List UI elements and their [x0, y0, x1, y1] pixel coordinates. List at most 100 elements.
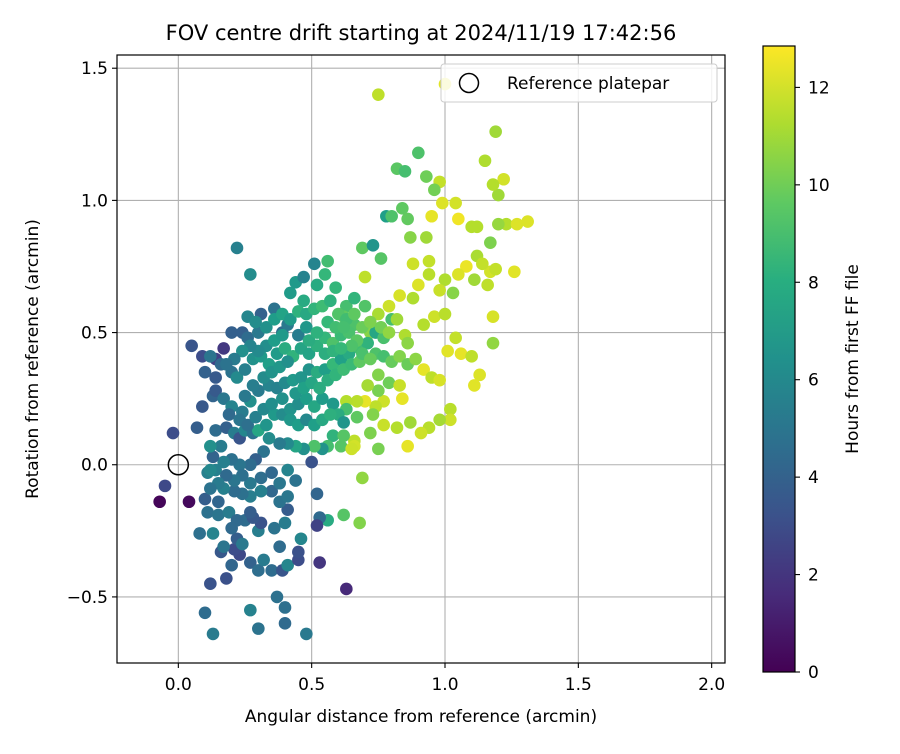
data-point [449, 331, 462, 345]
data-point [473, 368, 486, 382]
data-point [313, 556, 326, 569]
data-point [396, 392, 409, 405]
data-point [281, 490, 294, 503]
data-point [265, 484, 278, 498]
data-point [265, 564, 278, 577]
data-point [460, 260, 473, 273]
data-point [190, 421, 204, 435]
data-point [324, 408, 337, 421]
data-point [308, 439, 321, 453]
data-point [449, 196, 462, 210]
data-point [302, 347, 316, 361]
x-tick-label: 1.0 [431, 675, 458, 695]
data-point [433, 413, 446, 427]
data-point [420, 231, 433, 244]
data-point [334, 342, 348, 355]
data-point [409, 352, 422, 366]
data-point [465, 350, 478, 363]
data-point [222, 408, 236, 421]
data-point [209, 424, 222, 437]
data-point [246, 379, 260, 392]
legend-entry-reference: Reference platepar [507, 74, 669, 94]
data-point [238, 363, 252, 376]
data-point [372, 368, 385, 382]
data-point [374, 252, 388, 265]
data-point [326, 429, 340, 442]
data-point [292, 545, 305, 559]
y-tick-label: 1.0 [81, 191, 108, 211]
data-point [350, 410, 364, 424]
colorbar-label: Hours from first FF file [843, 264, 863, 454]
data-point [212, 495, 225, 509]
data-point [198, 606, 212, 620]
data-point [182, 495, 196, 509]
data-point [260, 418, 273, 432]
data-point [204, 350, 217, 363]
data-point [412, 278, 425, 292]
data-point [244, 603, 257, 617]
data-point [486, 178, 500, 191]
y-axis-label: Rotation from reference (arcmin) [23, 219, 43, 499]
data-point [492, 217, 505, 231]
data-point [406, 257, 420, 271]
y-tick-label: 1.5 [81, 59, 108, 79]
data-point [361, 336, 374, 350]
data-point [212, 508, 225, 522]
data-point [204, 482, 217, 495]
data-point [302, 334, 316, 347]
colorbar-tick-label: 6 [808, 371, 819, 391]
data-point [404, 416, 417, 429]
colorbar-tick-label: 12 [808, 78, 830, 98]
data-point [366, 239, 380, 252]
data-point [257, 445, 270, 458]
data-point [300, 320, 313, 334]
data-point [214, 439, 228, 453]
data-point [326, 397, 340, 411]
data-point [417, 318, 430, 331]
data-point [297, 270, 310, 284]
data-point [486, 336, 500, 350]
data-point [425, 209, 438, 223]
data-point [358, 270, 372, 284]
data-point [372, 88, 385, 101]
data-point [340, 582, 353, 596]
data-point [350, 394, 364, 408]
data-point [446, 286, 460, 300]
data-point [153, 495, 166, 509]
data-point [198, 365, 212, 379]
data-point [489, 125, 502, 138]
data-point [489, 262, 502, 276]
data-point [281, 355, 294, 368]
data-point [300, 627, 313, 641]
y-tick-label: 0.0 [81, 456, 108, 476]
data-point [252, 622, 265, 635]
data-point [510, 217, 524, 231]
data-point [329, 281, 342, 294]
data-point [220, 469, 233, 482]
data-point [308, 257, 321, 271]
data-point [265, 397, 278, 411]
data-point [468, 379, 481, 392]
data-point [294, 371, 308, 384]
data-point [206, 450, 220, 464]
data-point [310, 278, 324, 292]
data-point [225, 521, 238, 535]
data-point [337, 416, 350, 429]
colorbar-ticks: 0 2 4 6 8 10 12 [795, 78, 830, 683]
legend-box [440, 63, 718, 103]
data-point [398, 165, 412, 178]
data-point [521, 215, 534, 228]
colorbar: 0 2 4 6 8 10 12 Hours from first FF file [762, 45, 863, 683]
plot-frame [116, 54, 726, 664]
data-point [270, 590, 284, 604]
data-point [382, 299, 396, 313]
data-point [201, 506, 214, 519]
data-point [252, 564, 265, 577]
data-point [390, 421, 404, 435]
data-point [236, 537, 249, 551]
data-point [217, 342, 230, 355]
data-point [313, 381, 326, 395]
data-point [428, 310, 441, 324]
colorbar-tick-label: 0 [808, 663, 819, 683]
data-point [356, 241, 369, 255]
